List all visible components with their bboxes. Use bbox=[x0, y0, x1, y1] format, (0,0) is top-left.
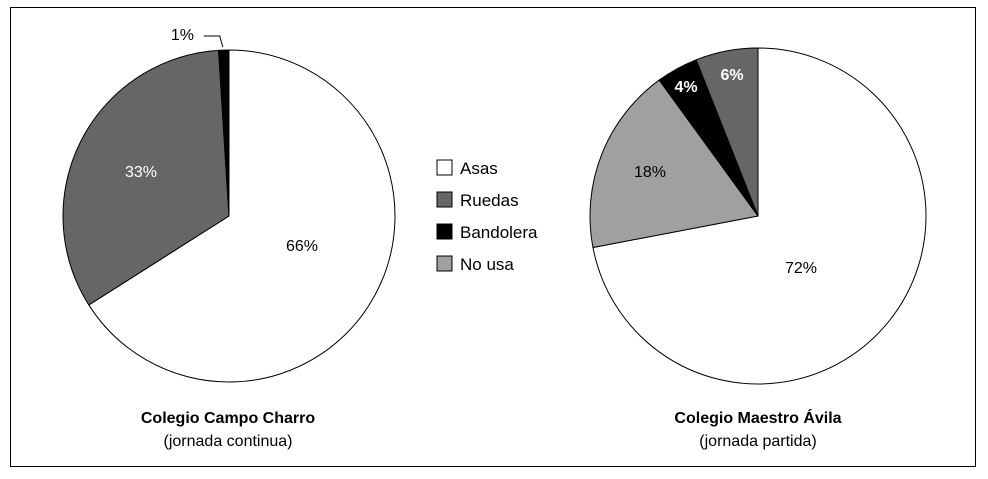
data-label-asas: 72% bbox=[785, 260, 817, 277]
legend: Asas Ruedas Bandolera No usa bbox=[436, 159, 538, 274]
caption-subtitle-maestro-avila: (jornada partida) bbox=[699, 433, 816, 450]
pie-slice-asas bbox=[88, 49, 396, 383]
pie-chart-campo-charro: 66% 33% 1% bbox=[62, 27, 396, 383]
caption-title-maestro-avila: Colegio Maestro Ávila bbox=[674, 408, 841, 427]
data-label-bandolera: 1% bbox=[171, 27, 194, 44]
legend-swatch-bandolera bbox=[436, 223, 453, 240]
data-label-asas: 66% bbox=[286, 238, 318, 255]
pie-slice-ruedas bbox=[695, 47, 759, 217]
pie-slice-asas bbox=[592, 47, 927, 385]
legend-swatch-no_usa bbox=[436, 255, 453, 272]
data-label-ruedas: 6% bbox=[720, 67, 743, 84]
pie-slice-no_usa bbox=[589, 79, 759, 249]
caption-subtitle-campo-charro: (jornada continua) bbox=[164, 433, 293, 450]
pie-slice-ruedas bbox=[62, 49, 230, 306]
legend-label-no_usa: No usa bbox=[460, 255, 514, 274]
legend-label-asas: Asas bbox=[460, 159, 498, 178]
pie-slice-bandolera bbox=[218, 49, 230, 217]
leader-line-bandolera bbox=[203, 35, 224, 48]
caption-title-campo-charro: Colegio Campo Charro bbox=[141, 410, 315, 427]
legend-label-ruedas: Ruedas bbox=[460, 191, 519, 210]
legend-swatch-ruedas bbox=[436, 191, 453, 208]
data-label-ruedas: 33% bbox=[125, 164, 157, 181]
pie-chart-maestro-avila: 72% 18% 4% 6% bbox=[589, 47, 927, 385]
data-label-bandolera: 4% bbox=[674, 79, 697, 96]
legend-swatch-asas bbox=[436, 159, 453, 176]
data-label-no_usa: 18% bbox=[634, 164, 666, 181]
legend-label-bandolera: Bandolera bbox=[460, 223, 538, 242]
